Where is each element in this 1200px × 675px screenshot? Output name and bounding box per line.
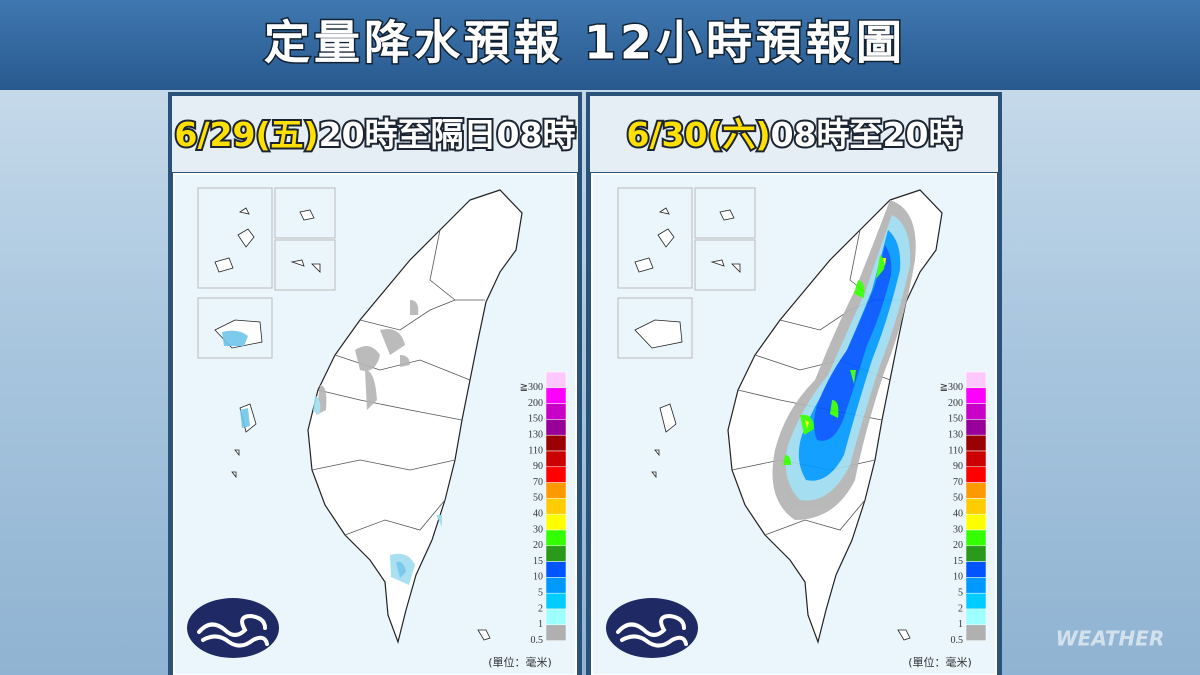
legend-label: 2 [958, 603, 963, 614]
title-band [0, 0, 1200, 90]
legend-label: ≧300 [940, 382, 963, 393]
legend-swatch [965, 624, 987, 641]
legend-swatch [965, 529, 987, 547]
legend-swatch [965, 498, 987, 515]
legend-swatch [545, 592, 567, 610]
legend-swatch [965, 561, 987, 578]
legend-swatch [965, 466, 987, 483]
color-legend: ≧300 200 150 130 110 90 70 50 40 30 20 15 10 5 2 1 0.5 [940, 371, 987, 646]
legend-label: 20 [953, 540, 963, 551]
legend-label: 70 [953, 477, 963, 488]
panel: 6/29(五)20時至隔日08時 ≧3002001501301109070504… [168, 92, 582, 675]
legend-swatch [965, 387, 987, 404]
legend-swatch [965, 482, 987, 499]
panel: 6/30(六)08時至20時 ≧300200150130110907050403… [586, 92, 1002, 675]
legend-label: 10 [953, 572, 963, 583]
legend-label: 50 [533, 493, 543, 504]
unit-label: (單位：毫米) [908, 655, 972, 669]
legend-label: 130 [528, 429, 543, 440]
date: 6/30(六) [627, 115, 771, 154]
legend-label: 200 [948, 398, 963, 409]
legend-label: 50 [953, 493, 963, 504]
legend-label: ≧300 [520, 382, 543, 393]
legend-label: 150 [528, 414, 543, 425]
legend-swatch [545, 434, 567, 452]
legend-swatch [965, 513, 987, 531]
legend-label: 90 [953, 461, 963, 472]
legend-swatch [965, 403, 987, 420]
legend-label: 40 [533, 508, 543, 519]
rain-area [772, 200, 916, 520]
legend-swatch [965, 419, 987, 436]
legend-label: 110 [528, 445, 543, 456]
panel-heading: 6/30(六)08時至20時 [627, 115, 962, 154]
legend-swatch [545, 608, 567, 626]
legend-label: 90 [533, 461, 543, 472]
legend-swatch [965, 608, 987, 626]
legend-swatch [545, 498, 567, 515]
legend-label: 130 [948, 429, 963, 440]
legend-swatch [545, 482, 567, 499]
legend-label: 20 [533, 540, 543, 551]
legend-label: 110 [948, 445, 963, 456]
legend-swatch [545, 403, 567, 420]
legend-swatch [965, 545, 987, 562]
legend-label: 30 [953, 524, 963, 535]
legend-swatch [965, 577, 987, 594]
legend-label: 40 [953, 508, 963, 519]
color-legend: ≧300 200 150 130 110 90 70 50 40 30 20 15 10 5 2 1 0.5 [520, 371, 567, 646]
period: 20時至隔日08時 [319, 115, 576, 154]
watermark: WEATHER [1056, 627, 1165, 651]
legend-label: 1 [958, 619, 963, 630]
period: 08時至20時 [771, 115, 962, 154]
legend-label: 2 [538, 603, 543, 614]
legend-swatch [965, 592, 987, 610]
legend-swatch [965, 450, 987, 468]
legend-label: 15 [953, 556, 963, 567]
legend-label: 5 [958, 587, 963, 598]
logo [604, 596, 700, 660]
legend-swatch [545, 577, 567, 594]
legend-swatch [545, 419, 567, 436]
legend-label: 200 [528, 398, 543, 409]
legend-label: 10 [533, 572, 543, 583]
legend-label: 1 [538, 619, 543, 630]
legend-swatch [545, 513, 567, 531]
legend-swatch [545, 624, 567, 641]
legend-label: 30 [533, 524, 543, 535]
legend-label: 0.5 [951, 635, 964, 646]
legend-label: 15 [533, 556, 543, 567]
legend-label: 150 [948, 414, 963, 425]
legend-label: 0.5 [531, 635, 544, 646]
legend-swatch [545, 545, 567, 562]
date: 6/29(五) [175, 115, 319, 154]
legend-swatch [965, 434, 987, 452]
legend-swatch [545, 529, 567, 547]
rain-area [222, 300, 442, 585]
legend-swatch [545, 387, 567, 404]
legend-swatch [545, 450, 567, 468]
panel-heading: 6/29(五)20時至隔日08時 [175, 115, 576, 154]
logo [185, 596, 281, 660]
legend-swatch [545, 466, 567, 483]
title: 定量降水預報 12小時預報圖 [264, 16, 906, 70]
legend-label: 70 [533, 477, 543, 488]
legend-swatch [545, 561, 567, 578]
unit-label: (單位：毫米) [488, 655, 552, 669]
legend-swatch [545, 371, 567, 389]
legend-swatch [965, 371, 987, 389]
legend-label: 5 [538, 587, 543, 598]
